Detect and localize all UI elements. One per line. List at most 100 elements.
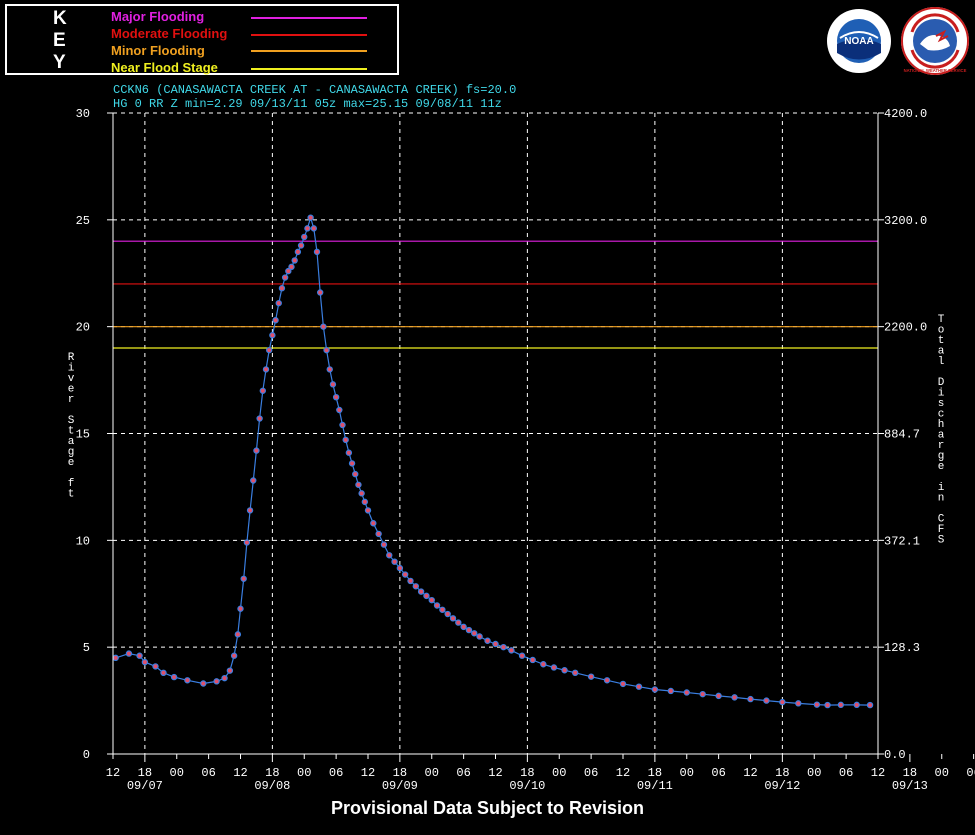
y-tick-label: 0 bbox=[83, 748, 90, 762]
noaa-logo-text: NOAA bbox=[844, 36, 873, 47]
x-tick-label: 12 bbox=[361, 766, 375, 780]
stage-point bbox=[731, 694, 738, 701]
stage-point bbox=[213, 678, 220, 685]
stage-point bbox=[310, 225, 318, 232]
x-tick-label: 12 bbox=[233, 766, 247, 780]
date-label: 09/11 bbox=[637, 779, 673, 793]
stage-point bbox=[278, 285, 286, 292]
x-tick-label: 18 bbox=[265, 766, 279, 780]
stage-point bbox=[342, 436, 349, 444]
provisional-notice: Provisional Data Subject to Revision bbox=[330, 798, 645, 818]
key-moderate-label: Moderate Flooding bbox=[111, 26, 228, 41]
x-tick-label: 18 bbox=[520, 766, 534, 780]
stage-point bbox=[329, 381, 337, 388]
x-tick-label: 06 bbox=[711, 766, 725, 780]
stage-point bbox=[160, 669, 167, 677]
stage-point bbox=[313, 248, 321, 256]
stage-point bbox=[355, 481, 362, 488]
stage-point bbox=[152, 663, 159, 670]
stage-point bbox=[243, 539, 251, 546]
date-label: 09/09 bbox=[382, 779, 418, 793]
stage-point bbox=[779, 698, 786, 706]
y-tick-label: 25 bbox=[76, 214, 90, 228]
stage-point bbox=[500, 643, 507, 651]
stage-point bbox=[339, 421, 346, 429]
x-tick-label: 12 bbox=[743, 766, 757, 780]
stage-point bbox=[301, 233, 308, 241]
key-moderate-line bbox=[251, 34, 367, 36]
stage-point bbox=[288, 263, 295, 271]
stage-point bbox=[476, 633, 483, 640]
nws-logo-text: NATIONAL WEATHER SERVICE bbox=[904, 68, 967, 73]
x-tick-label: 00 bbox=[935, 766, 949, 780]
stage-point bbox=[259, 387, 267, 394]
stage-point bbox=[529, 656, 536, 664]
stage-point bbox=[370, 520, 377, 527]
stage-point bbox=[465, 626, 473, 634]
stage-point bbox=[587, 673, 595, 680]
stage-point bbox=[246, 507, 254, 514]
x-tick-label: 06 bbox=[201, 766, 215, 780]
stage-point bbox=[272, 317, 279, 324]
stage-point bbox=[837, 701, 845, 709]
stage-point bbox=[275, 299, 282, 307]
stage-point bbox=[699, 690, 706, 698]
stage-point bbox=[813, 701, 821, 708]
stage-point bbox=[226, 667, 234, 674]
stage-point bbox=[250, 477, 257, 484]
x-tick-label: 06 bbox=[329, 766, 343, 780]
stage-point bbox=[230, 652, 238, 659]
stage-point bbox=[747, 695, 754, 703]
stage-point bbox=[375, 530, 382, 538]
key-minor-line bbox=[251, 50, 367, 52]
nws-logo-icon: NATIONAL WEATHER SERVICE bbox=[901, 7, 969, 75]
x-tick-label: 00 bbox=[552, 766, 566, 780]
stage-series-line bbox=[115, 215, 871, 706]
series-layer bbox=[112, 214, 874, 709]
stage-point bbox=[423, 592, 430, 600]
key-near-line bbox=[251, 68, 367, 70]
y-tick-label: 30 bbox=[76, 107, 90, 121]
stage-point bbox=[550, 664, 558, 671]
stage-point bbox=[492, 640, 499, 648]
chart-header-line2: HG 0 RR Z min=2.29 09/13/11 05z max=25.1… bbox=[113, 97, 502, 111]
stage-point bbox=[386, 552, 393, 559]
stage-point bbox=[401, 571, 409, 578]
stage-point bbox=[345, 449, 353, 456]
stage-point bbox=[428, 596, 435, 604]
x-tick-label: 12 bbox=[106, 766, 120, 780]
stage-point bbox=[348, 460, 356, 467]
stage-point bbox=[651, 686, 659, 693]
key-major-label: Major Flooding bbox=[111, 9, 205, 24]
stage-point bbox=[170, 673, 178, 681]
stage-point bbox=[667, 687, 675, 695]
x-tick-label: 18 bbox=[775, 766, 789, 780]
stage-point bbox=[336, 406, 343, 414]
key-letter-e: E bbox=[53, 30, 66, 51]
y-tick-label: 10 bbox=[76, 534, 90, 548]
x-tick-label: 18 bbox=[138, 766, 152, 780]
stage-point bbox=[471, 630, 478, 637]
threshold-layer bbox=[113, 240, 878, 349]
stage-point bbox=[396, 564, 404, 572]
x-tick-label: 18 bbox=[393, 766, 407, 780]
stage-point bbox=[391, 558, 398, 565]
stage-point bbox=[444, 610, 451, 618]
key-near-label: Near Flood Stage bbox=[111, 60, 218, 75]
stage-point bbox=[234, 631, 242, 638]
stage-point bbox=[571, 669, 579, 677]
stage-point bbox=[824, 701, 831, 709]
stage-point bbox=[763, 697, 770, 704]
stage-point bbox=[200, 680, 207, 687]
stage-point bbox=[352, 470, 359, 478]
stage-point bbox=[439, 606, 446, 613]
stage-point bbox=[518, 652, 526, 659]
y2-tick-label: 2200.0 bbox=[884, 321, 927, 335]
x-tick-label: 00 bbox=[425, 766, 439, 780]
stage-point bbox=[364, 507, 372, 514]
stage-point bbox=[297, 242, 305, 249]
x-tick-label: 06 bbox=[456, 766, 470, 780]
x-tick-label: 00 bbox=[680, 766, 694, 780]
